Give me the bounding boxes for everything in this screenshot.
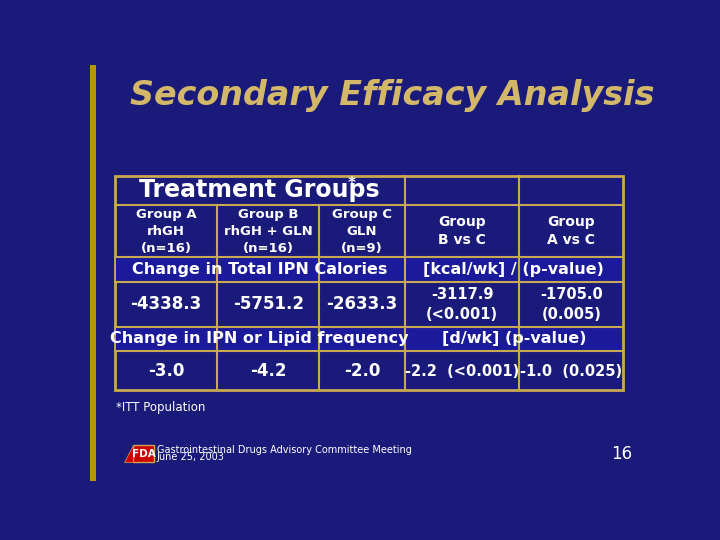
Text: 16: 16	[611, 444, 632, 463]
Bar	[116, 257, 622, 282]
Text: Group A
rhGH
(n=16): Group A rhGH (n=16)	[135, 207, 197, 255]
Text: June 25, 2003: June 25, 2003	[157, 453, 225, 462]
Text: Group
B vs C: Group B vs C	[438, 215, 486, 247]
Text: -5751.2: -5751.2	[233, 295, 304, 313]
Text: [kcal/wk] / (p-value): [kcal/wk] / (p-value)	[423, 262, 604, 277]
Text: -2.0: -2.0	[344, 362, 380, 380]
Text: Change in Total IPN Calories: Change in Total IPN Calories	[132, 262, 387, 277]
Bar	[116, 327, 622, 351]
Text: FDA: FDA	[132, 449, 156, 458]
Text: Change in IPN or Lipid frequency: Change in IPN or Lipid frequency	[110, 332, 409, 347]
Text: -4338.3: -4338.3	[130, 295, 202, 313]
Text: Group B
rhGH + GLN
(n=16): Group B rhGH + GLN (n=16)	[224, 207, 312, 255]
Text: Treatment Groups: Treatment Groups	[140, 178, 380, 202]
Text: -3117.9
(<0.001): -3117.9 (<0.001)	[426, 287, 498, 322]
Bar	[90, 65, 96, 481]
Text: -4.2: -4.2	[250, 362, 287, 380]
Text: Gastrointestinal Drugs Advisory Committee Meeting: Gastrointestinal Drugs Advisory Committe…	[157, 445, 412, 455]
Text: [d/wk] (p-value): [d/wk] (p-value)	[441, 332, 586, 347]
Bar	[114, 176, 624, 390]
Text: -1.0  (0.025): -1.0 (0.025)	[521, 364, 622, 379]
Text: *: *	[347, 176, 355, 191]
Text: -3.0: -3.0	[148, 362, 184, 380]
Bar	[133, 445, 153, 462]
Text: -2633.3: -2633.3	[326, 295, 397, 313]
Polygon shape	[124, 445, 133, 462]
Text: Secondary Efficacy Analysis: Secondary Efficacy Analysis	[130, 79, 654, 112]
Text: -1705.0
(0.005): -1705.0 (0.005)	[540, 287, 603, 322]
Text: *ITT Population: *ITT Population	[117, 401, 206, 414]
Text: Group C
GLN
(n=9): Group C GLN (n=9)	[332, 207, 392, 255]
Text: -2.2  (<0.001): -2.2 (<0.001)	[405, 364, 519, 379]
Text: Group
A vs C: Group A vs C	[547, 215, 595, 247]
